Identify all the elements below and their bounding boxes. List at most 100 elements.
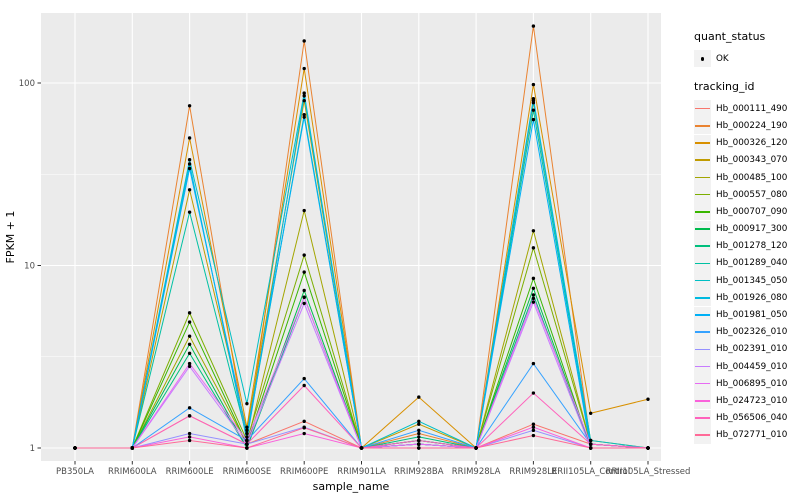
series-color-line-icon (695, 382, 710, 385)
data-point (130, 446, 134, 450)
data-point (646, 446, 650, 450)
series-color-line-icon (695, 365, 710, 368)
legend-item-label: Hb_000224_190 (716, 120, 788, 131)
legend-item-Hb_002326_010: Hb_002326_010 (694, 323, 800, 341)
series-color-line-icon (695, 107, 710, 110)
legend-item-ok: OK (694, 50, 800, 68)
data-point (531, 422, 536, 426)
data-point (302, 94, 306, 98)
legend-item-Hb_001278_120: Hb_001278_120 (694, 237, 800, 255)
legend-item-Hb_001981_050: Hb_001981_050 (694, 306, 800, 324)
ok-point-icon (700, 56, 705, 61)
legend-item-label: Hb_001345_050 (716, 275, 788, 286)
data-point (531, 229, 536, 233)
data-point (531, 246, 536, 250)
legend-key-ok (694, 50, 711, 68)
legend-title-quant-status: quant_status (694, 30, 766, 43)
y-axis: 1 10 100 FPKM + 1 (4, 79, 41, 454)
data-point (417, 428, 421, 433)
series-color-line-icon (695, 348, 710, 351)
y-tick-label: 100 (19, 79, 35, 89)
gridlines (41, 13, 661, 461)
data-point (417, 395, 421, 399)
data-point (245, 438, 249, 443)
x-tick-label: RRIM600SE (223, 467, 272, 477)
legend-key-swatch (694, 323, 711, 341)
legend-item-label: Hb_000917_300 (716, 224, 788, 235)
legend-item-Hb_000557_080: Hb_000557_080 (694, 186, 800, 204)
x-tick-label: RRIM928LA (452, 467, 501, 477)
data-point (187, 414, 192, 418)
data-point (187, 157, 192, 162)
data-point (302, 115, 306, 119)
data-point (245, 446, 249, 450)
legend-key-swatch (694, 169, 711, 187)
data-point (646, 397, 650, 401)
legend-key-swatch (694, 100, 711, 118)
legend-item-label: Hb_001981_050 (716, 310, 788, 321)
legend-item-label: Hb_000485_100 (716, 172, 788, 183)
x-tick-label: RRII105LA_Stressed (606, 467, 690, 477)
legend-item-label: OK (716, 53, 729, 64)
data-point (302, 376, 306, 381)
data-point (245, 401, 249, 406)
data-point (531, 293, 536, 297)
series-color-line-icon (695, 176, 710, 179)
legend-key-swatch (694, 203, 711, 221)
legend-item-label: Hb_024723_010 (716, 395, 788, 406)
data-point (417, 422, 421, 426)
data-point (302, 113, 306, 117)
legend-key-swatch (694, 409, 711, 427)
x-tick-label: PB350LA (56, 467, 94, 477)
legend-key-swatch (694, 272, 711, 290)
data-point (417, 442, 421, 446)
data-point (531, 286, 536, 291)
legend-item-label: Hb_056506_040 (716, 413, 788, 424)
data-point (531, 428, 536, 433)
series-color-line-icon (695, 314, 710, 316)
data-point (187, 438, 192, 443)
series-color-line-icon (695, 125, 710, 127)
data-point (302, 208, 306, 213)
legend-key-swatch (694, 375, 711, 393)
legend-item-label: Hb_000111_490 (716, 103, 788, 114)
x-axis: PB350LA RRIM600LA RRIM600LE RRIM600SE RRIM60… (56, 461, 690, 493)
series-color-line-icon (695, 400, 710, 402)
legend-item-Hb_004459_010: Hb_004459_010 (694, 358, 800, 376)
data-point (302, 431, 306, 436)
series-color-line-icon (695, 228, 710, 230)
x-axis-title: sample_name (313, 480, 390, 493)
data-point (417, 446, 421, 450)
legend-item-Hb_000343_070: Hb_000343_070 (694, 151, 800, 169)
data-point (73, 446, 77, 450)
data-point (187, 311, 192, 315)
data-point (589, 411, 593, 415)
legend-key-swatch (694, 306, 711, 324)
legend-key-swatch (694, 340, 711, 358)
data-point (531, 391, 536, 395)
data-point (359, 446, 364, 450)
data-point (302, 383, 306, 388)
data-point (187, 334, 192, 338)
series-color-line-icon (695, 417, 710, 419)
data-point (417, 419, 421, 424)
legend-item-Hb_001289_040: Hb_001289_040 (694, 254, 800, 272)
legend-item-Hb_006895_010: Hb_006895_010 (694, 375, 800, 393)
data-point (531, 361, 536, 366)
data-point (302, 426, 306, 430)
data-point (417, 431, 421, 436)
legend: quant_status OK tracking_id Hb_000111_49… (694, 30, 800, 444)
series-color-line-icon (695, 211, 710, 213)
legend-key-swatch (694, 254, 711, 272)
legend-item-label: Hb_000326_120 (716, 138, 788, 149)
legend-key-swatch (694, 358, 711, 376)
legend-key-swatch (694, 289, 711, 307)
data-point (417, 438, 421, 443)
data-point (302, 301, 306, 306)
data-point (531, 24, 536, 28)
series-color-line-icon (695, 279, 710, 282)
data-point (187, 364, 192, 369)
data-points (73, 24, 650, 450)
series-color-line-icon (695, 142, 710, 144)
